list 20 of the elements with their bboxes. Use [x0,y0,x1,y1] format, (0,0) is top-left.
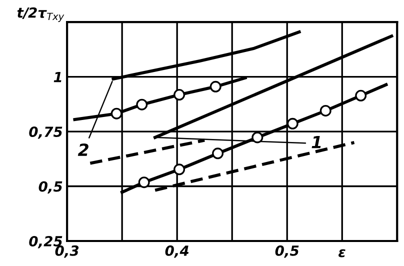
point [252,132,264,144]
point [110,108,122,120]
point [355,90,367,102]
annotation: 2 [78,143,88,156]
x-tick-label: 0,4 [165,245,189,258]
annotation: 1 [312,136,321,148]
point [210,80,222,92]
point [138,176,150,188]
point [212,148,224,160]
y-tick-label: 0,75 [29,126,62,139]
point [286,118,298,130]
y-tick-label: 1 [54,72,62,82]
point [174,89,186,101]
point [136,98,148,110]
y-axis-title: t/2τ$_{Txy}$ [17,7,64,22]
x-tick-label: 0,5 [275,245,299,258]
y-tick-label: 0,5 [38,181,62,194]
x-axis-title: ε [338,249,346,258]
point [320,104,332,116]
point [174,164,186,176]
